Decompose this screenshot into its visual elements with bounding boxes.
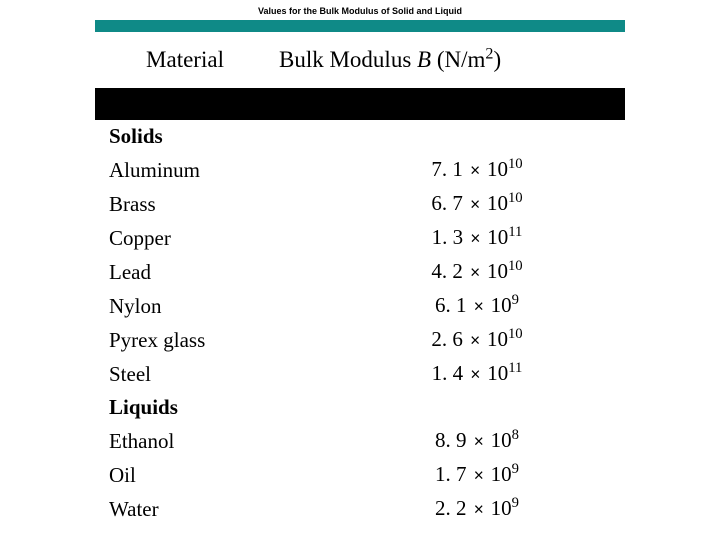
multiply-sign: × bbox=[468, 262, 487, 282]
table-row: Oil1. 7 × 109 bbox=[95, 458, 625, 492]
header-unit-close: ) bbox=[493, 47, 501, 72]
base-ten: 10 bbox=[491, 428, 512, 452]
exponent: 8 bbox=[512, 427, 519, 443]
value-cell: 2. 2 × 109 bbox=[329, 492, 625, 526]
table-row: Nylon6. 1 × 109 bbox=[95, 289, 625, 323]
base-ten: 10 bbox=[487, 327, 508, 351]
section-empty-cell bbox=[329, 120, 625, 153]
table-row: Steel1. 4 × 1011 bbox=[95, 357, 625, 391]
multiply-sign: × bbox=[468, 160, 487, 180]
material-cell: Aluminum bbox=[95, 153, 329, 187]
value-cell: 6. 7 × 1010 bbox=[329, 187, 625, 221]
table-row: Ethanol8. 9 × 108 bbox=[95, 424, 625, 458]
exponent: 9 bbox=[512, 461, 519, 477]
exponent: 9 bbox=[512, 292, 519, 308]
base-ten: 10 bbox=[487, 191, 508, 215]
material-cell: Steel bbox=[95, 357, 329, 391]
table-row: Brass6. 7 × 1010 bbox=[95, 187, 625, 221]
header-material: Material bbox=[95, 47, 275, 73]
header-row: Material Bulk Modulus B (N/m2) bbox=[95, 32, 625, 88]
material-cell: Pyrex glass bbox=[95, 323, 329, 357]
base-ten: 10 bbox=[491, 462, 512, 486]
material-cell: Ethanol bbox=[95, 424, 329, 458]
exponent: 10 bbox=[508, 326, 523, 342]
section-empty-cell bbox=[329, 391, 625, 424]
coefficient: 6. 7 bbox=[431, 191, 463, 215]
coefficient: 6. 1 bbox=[435, 293, 467, 317]
coefficient: 1. 4 bbox=[432, 361, 464, 385]
material-cell: Oil bbox=[95, 458, 329, 492]
coefficient: 4. 2 bbox=[431, 259, 463, 283]
coefficient: 7. 1 bbox=[431, 157, 463, 181]
material-cell: Brass bbox=[95, 187, 329, 221]
base-ten: 10 bbox=[487, 361, 508, 385]
multiply-sign: × bbox=[468, 364, 487, 384]
exponent: 11 bbox=[508, 224, 522, 240]
section-heading: Solids bbox=[95, 120, 329, 153]
table-row: Copper1. 3 × 1011 bbox=[95, 221, 625, 255]
coefficient: 1. 7 bbox=[435, 462, 467, 486]
data-table: SolidsAluminum7. 1 × 1010Brass6. 7 × 101… bbox=[95, 120, 625, 526]
section-row: Liquids bbox=[95, 391, 625, 424]
value-cell: 1. 3 × 1011 bbox=[329, 221, 625, 255]
header-modulus-prefix: Bulk Modulus bbox=[279, 47, 417, 72]
material-cell: Copper bbox=[95, 221, 329, 255]
section-heading: Liquids bbox=[95, 391, 329, 424]
coefficient: 1. 3 bbox=[432, 225, 464, 249]
material-cell: Nylon bbox=[95, 289, 329, 323]
value-cell: 1. 7 × 109 bbox=[329, 458, 625, 492]
exponent: 9 bbox=[512, 495, 519, 511]
base-ten: 10 bbox=[487, 157, 508, 181]
multiply-sign: × bbox=[468, 228, 487, 248]
coefficient: 2. 6 bbox=[431, 327, 463, 351]
multiply-sign: × bbox=[472, 465, 491, 485]
value-cell: 2. 6 × 1010 bbox=[329, 323, 625, 357]
value-cell: 4. 2 × 1010 bbox=[329, 255, 625, 289]
coefficient: 2. 2 bbox=[435, 496, 467, 520]
exponent: 10 bbox=[508, 156, 523, 172]
multiply-sign: × bbox=[472, 296, 491, 316]
multiply-sign: × bbox=[472, 499, 491, 519]
base-ten: 10 bbox=[487, 225, 508, 249]
section-row: Solids bbox=[95, 120, 625, 153]
exponent: 10 bbox=[508, 190, 523, 206]
value-cell: 1. 4 × 1011 bbox=[329, 357, 625, 391]
base-ten: 10 bbox=[487, 259, 508, 283]
top-teal-bar bbox=[95, 20, 625, 32]
exponent: 11 bbox=[508, 360, 522, 376]
multiply-sign: × bbox=[468, 194, 487, 214]
table-container: Values for the Bulk Modulus of Solid and… bbox=[95, 0, 625, 526]
header-modulus: Bulk Modulus B (N/m2) bbox=[275, 47, 625, 73]
base-ten: 10 bbox=[491, 496, 512, 520]
table-row: Aluminum7. 1 × 1010 bbox=[95, 153, 625, 187]
material-cell: Water bbox=[95, 492, 329, 526]
value-cell: 8. 9 × 108 bbox=[329, 424, 625, 458]
coefficient: 8. 9 bbox=[435, 428, 467, 452]
value-cell: 7. 1 × 1010 bbox=[329, 153, 625, 187]
exponent: 10 bbox=[508, 258, 523, 274]
black-bar bbox=[95, 88, 625, 120]
table-row: Water2. 2 × 109 bbox=[95, 492, 625, 526]
base-ten: 10 bbox=[491, 293, 512, 317]
value-cell: 6. 1 × 109 bbox=[329, 289, 625, 323]
material-cell: Lead bbox=[95, 255, 329, 289]
header-unit-open: (N/m bbox=[431, 47, 485, 72]
table-title: Values for the Bulk Modulus of Solid and… bbox=[95, 6, 625, 20]
header-modulus-symbol: B bbox=[417, 47, 431, 72]
multiply-sign: × bbox=[468, 330, 487, 350]
table-row: Lead4. 2 × 1010 bbox=[95, 255, 625, 289]
table-row: Pyrex glass2. 6 × 1010 bbox=[95, 323, 625, 357]
multiply-sign: × bbox=[472, 431, 491, 451]
